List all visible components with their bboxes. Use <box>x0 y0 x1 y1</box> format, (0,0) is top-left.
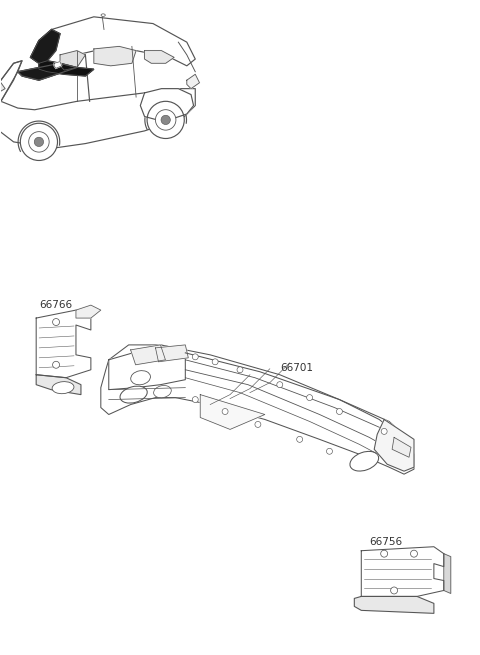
Polygon shape <box>392 438 411 457</box>
Polygon shape <box>0 61 22 125</box>
Ellipse shape <box>350 451 379 471</box>
Ellipse shape <box>120 386 147 403</box>
Circle shape <box>297 436 302 442</box>
Polygon shape <box>30 29 60 64</box>
Text: 66756: 66756 <box>369 536 402 547</box>
Polygon shape <box>101 345 414 474</box>
Circle shape <box>34 138 44 147</box>
Ellipse shape <box>154 386 171 398</box>
Circle shape <box>192 396 198 403</box>
Circle shape <box>20 123 58 160</box>
Polygon shape <box>60 50 85 70</box>
Text: 66766: 66766 <box>39 300 72 310</box>
Polygon shape <box>361 547 444 597</box>
Circle shape <box>410 550 418 557</box>
Circle shape <box>255 421 261 428</box>
Polygon shape <box>200 394 265 430</box>
Polygon shape <box>36 375 81 394</box>
Polygon shape <box>354 597 434 613</box>
Circle shape <box>147 102 184 138</box>
Ellipse shape <box>52 382 74 394</box>
Circle shape <box>396 444 402 450</box>
Circle shape <box>326 448 333 455</box>
Circle shape <box>307 394 312 401</box>
Polygon shape <box>444 553 451 593</box>
Circle shape <box>391 587 397 594</box>
Polygon shape <box>36 310 91 378</box>
Polygon shape <box>0 88 195 148</box>
Polygon shape <box>187 74 200 88</box>
Circle shape <box>212 359 218 365</box>
Circle shape <box>381 550 388 557</box>
Circle shape <box>29 132 49 152</box>
Circle shape <box>381 428 387 434</box>
Text: 66701: 66701 <box>280 363 313 373</box>
Circle shape <box>53 362 60 368</box>
Ellipse shape <box>131 371 150 384</box>
Polygon shape <box>140 88 193 120</box>
Polygon shape <box>18 64 77 80</box>
Polygon shape <box>54 62 62 68</box>
Polygon shape <box>30 17 195 66</box>
Circle shape <box>277 382 283 388</box>
Polygon shape <box>0 61 22 122</box>
Polygon shape <box>39 61 94 76</box>
Polygon shape <box>109 345 185 390</box>
Circle shape <box>237 367 243 373</box>
Polygon shape <box>131 345 166 365</box>
Polygon shape <box>144 50 174 64</box>
Circle shape <box>156 109 176 130</box>
Polygon shape <box>76 305 101 318</box>
Circle shape <box>336 409 342 415</box>
Ellipse shape <box>101 14 105 16</box>
Circle shape <box>222 409 228 415</box>
Polygon shape <box>94 47 136 66</box>
Polygon shape <box>156 345 188 362</box>
Polygon shape <box>0 83 5 94</box>
Polygon shape <box>374 419 414 471</box>
Circle shape <box>192 354 198 360</box>
Circle shape <box>53 318 60 326</box>
Circle shape <box>161 115 170 124</box>
